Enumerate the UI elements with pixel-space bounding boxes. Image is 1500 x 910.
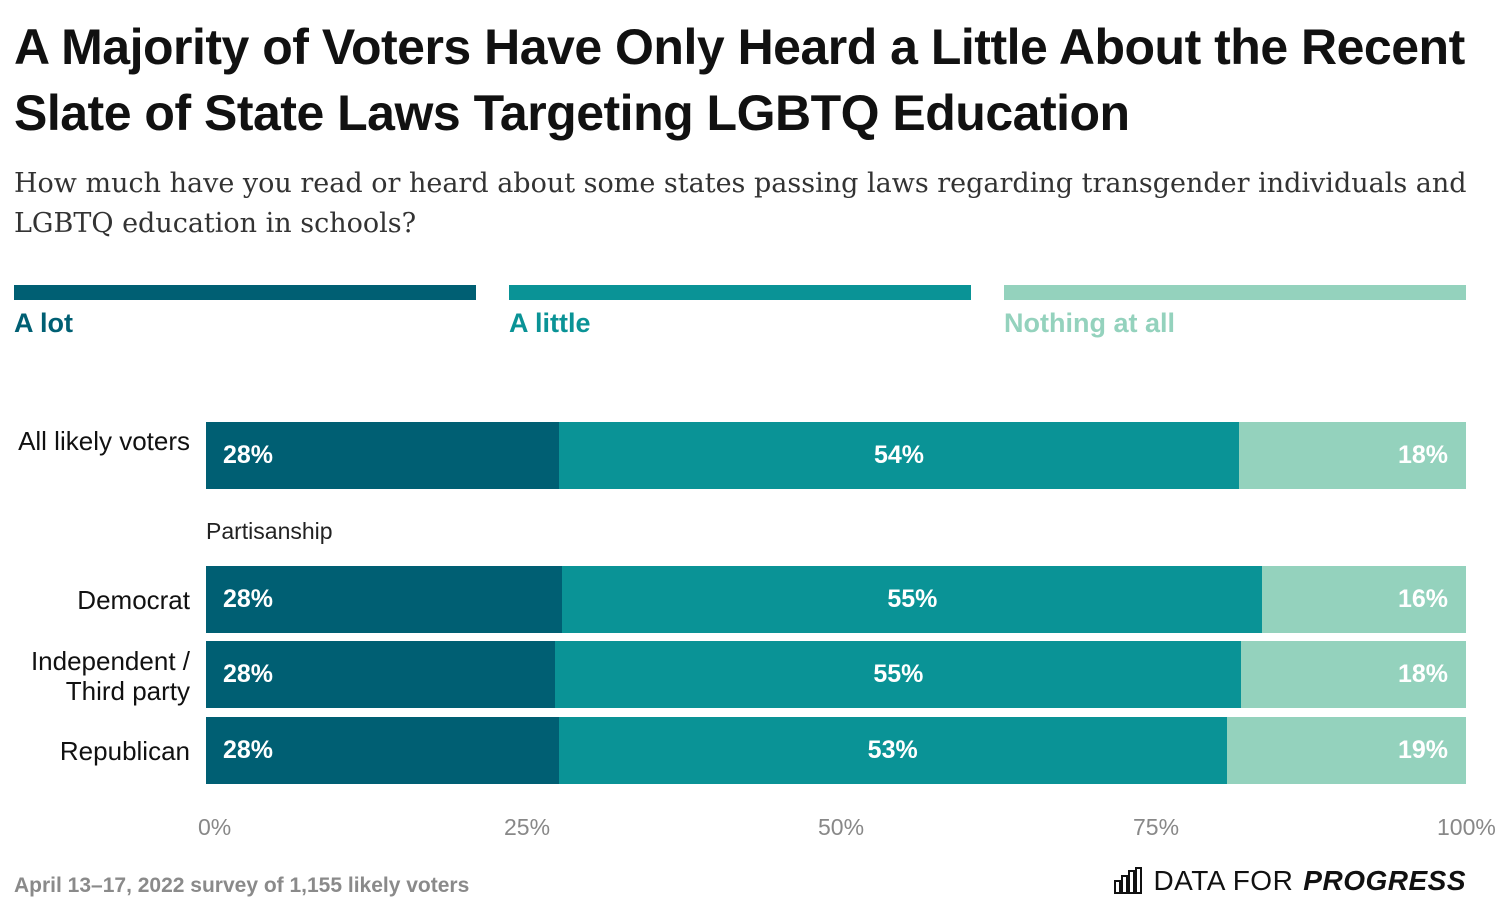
bar-segment-nothing-at-all xyxy=(1262,566,1466,633)
data-label-a-lot: 28% xyxy=(223,441,274,469)
legend-label-a-lot: A lot xyxy=(14,308,73,338)
bar-segment-a-little xyxy=(562,566,1263,633)
category-label-democrat: Democrat xyxy=(77,585,190,615)
legend-item-a-little: A little xyxy=(509,285,971,339)
x-tick-50: 50% xyxy=(818,814,865,840)
legend-item-a-lot: A lot xyxy=(14,285,476,339)
brand-logo: DATA FOR PROGRESS xyxy=(1113,864,1466,898)
category-label-all-likely-voters: All likely voters xyxy=(18,426,190,456)
legend-swatch-nothing-at-all xyxy=(1004,285,1466,300)
data-label-nothing-at-all: 16% xyxy=(1397,585,1448,613)
brand-text-strong: PROGRESS xyxy=(1303,865,1466,896)
legend-item-nothing-at-all: Nothing at all xyxy=(1004,285,1466,339)
bar-segment-nothing-at-all xyxy=(1226,717,1466,784)
legend-label-nothing-at-all: Nothing at all xyxy=(1004,308,1175,338)
chart-subtitle: How much have you read or heard about so… xyxy=(14,168,1467,239)
footer-note: April 13–17, 2022 survey of 1,155 likely… xyxy=(14,874,470,897)
group-label-partisanship: Partisanship xyxy=(206,518,333,544)
legend-label-a-little: A little xyxy=(509,308,591,338)
category-label-independent: Independent / Third party xyxy=(30,646,190,706)
legend-swatch-a-little xyxy=(509,285,971,300)
bar-segment-a-lot xyxy=(206,566,563,633)
data-label-a-little: 55% xyxy=(873,660,924,688)
legend-swatch-a-lot xyxy=(14,285,476,300)
data-label-a-lot: 28% xyxy=(223,736,274,764)
bar-chart-logo-icon xyxy=(1114,867,1143,894)
x-tick-0: 0% xyxy=(198,814,232,840)
bar-all-likely-voters: 28% 54% 18% xyxy=(206,422,1466,489)
data-label-a-lot: 28% xyxy=(223,660,274,688)
bar-segment-a-little xyxy=(558,422,1240,489)
chart-title: A Majority of Voters Have Only Heard a L… xyxy=(14,19,1465,141)
bar-segment-nothing-at-all xyxy=(1241,641,1466,708)
bar-segment-a-lot xyxy=(206,717,559,784)
bar-republican: 28% 53% 19% xyxy=(206,717,1466,784)
bar-segment-a-little xyxy=(558,717,1227,784)
bar-independent-third-party: 28% 55% 18% xyxy=(206,641,1466,708)
x-tick-25: 25% xyxy=(504,814,551,840)
data-label-a-little: 55% xyxy=(887,585,938,613)
data-label-a-little: 53% xyxy=(867,736,918,764)
bar-democrat: 28% 55% 16% xyxy=(206,566,1466,633)
data-label-nothing-at-all: 19% xyxy=(1397,736,1448,764)
data-label-a-little: 54% xyxy=(873,441,925,469)
x-tick-100: 100% xyxy=(1437,814,1496,840)
data-label-nothing-at-all: 18% xyxy=(1397,441,1448,469)
bar-segment-a-lot xyxy=(206,641,556,708)
data-label-a-lot: 28% xyxy=(223,585,274,613)
brand-text-prefix: DATA FOR xyxy=(1153,865,1294,896)
data-label-nothing-at-all: 18% xyxy=(1397,660,1448,688)
bar-segment-a-little xyxy=(555,641,1242,708)
category-label-republican: Republican xyxy=(59,736,190,766)
bar-segment-nothing-at-all xyxy=(1239,422,1466,489)
x-tick-75: 75% xyxy=(1133,814,1180,840)
bar-segment-a-lot xyxy=(206,422,559,489)
